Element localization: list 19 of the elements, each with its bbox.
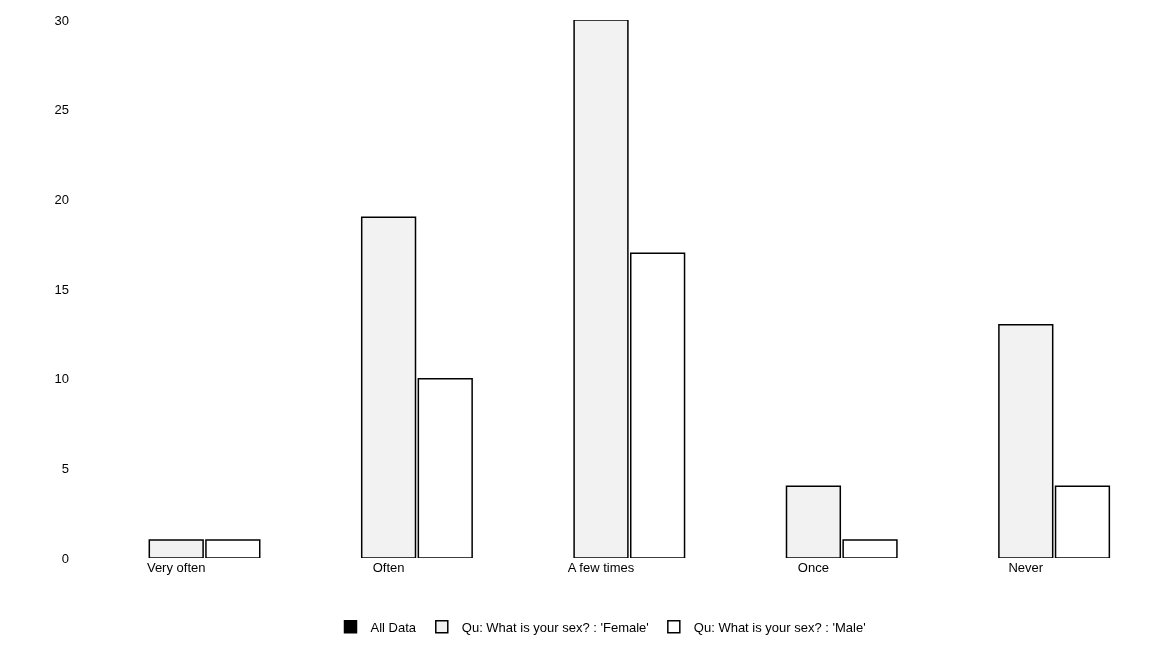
x-tick-label: Often [372,560,405,575]
bar [1054,485,1111,558]
x-tick-label: Once [797,560,829,575]
bar [417,377,473,558]
legend-label: All Data [370,619,417,635]
x-tick-label: A few times [567,560,635,575]
x-tick-label: Never [1008,560,1044,575]
legend-label: Qu: What is your sex? : 'Male' [693,619,866,635]
x-tick-label: Very often [146,560,206,575]
y-tick-label: 15 [54,281,69,297]
y-tick-label: 20 [54,191,69,207]
bar [360,216,417,558]
y-tick-label: 5 [61,460,69,476]
bar [998,324,1054,558]
y-tick-label: 0 [61,550,69,566]
y-tick-label: 30 [54,12,69,28]
y-tick-label: 10 [54,371,69,387]
legend-label: Qu: What is your sex? : 'Female' [461,619,649,635]
y-tick-label: 25 [54,102,69,118]
